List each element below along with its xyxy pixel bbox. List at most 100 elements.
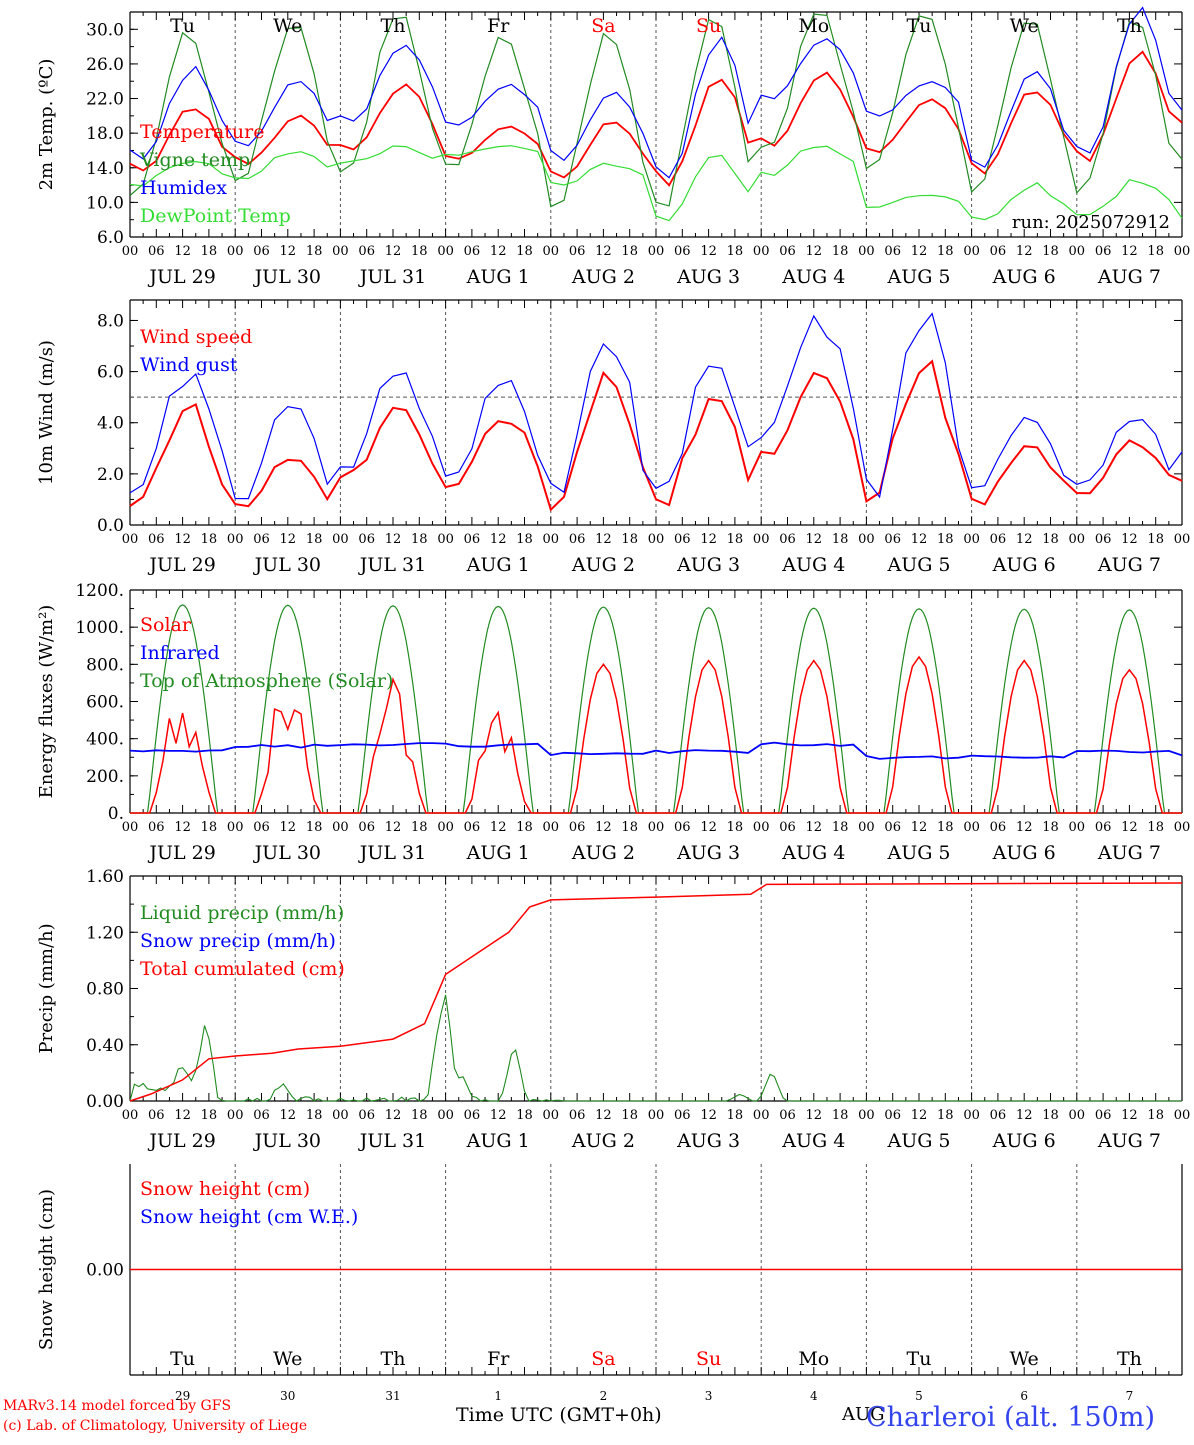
series-line-temperature [129,50,1183,187]
hour-tick-label: 00 [1069,820,1086,835]
hour-tick-label: 18 [1042,820,1059,835]
hour-tick-label: 06 [253,1108,270,1123]
hour-tick-label: 18 [306,820,323,835]
hour-tick-label: 06 [148,532,165,547]
hour-tick-label: 00 [122,820,139,835]
hour-tick-label: 06 [253,532,270,547]
hour-tick-label: 18 [937,820,954,835]
series-line-infrared [129,741,1183,760]
hour-tick-label: 18 [201,244,218,259]
hour-tick-label: 00 [1174,532,1191,547]
date-label: JUL 30 [253,842,321,864]
credit-line-1: MARv3.14 model forced by GFS [3,1398,232,1414]
hour-tick-label: 00 [122,244,139,259]
hour-tick-label: 00 [753,244,770,259]
hour-tick-label: 18 [621,532,638,547]
hour-tick-label: 00 [648,532,665,547]
legend-entry: Humidex [140,177,227,199]
hour-tick-label: 06 [358,1108,375,1123]
hour-tick-label: 12 [700,1108,717,1123]
day-number-label: 1 [494,1389,502,1403]
y-tick-label: 600. [86,693,124,713]
y-tick-label: 6.0 [97,363,124,383]
hour-tick-label: 18 [1042,244,1059,259]
legend-entry: Snow height (cm W.E.) [140,1206,358,1228]
hour-tick-label: 12 [1016,1108,1033,1123]
weekday-label: Tu [170,15,195,37]
weekday-label: Th [1117,1348,1142,1370]
panel-1: 6.0 10.0 14.0 18.0 22.0 26.0 30.0 2m Temp. (ºC)… [36,6,1190,288]
legend-entry: Snow height (cm) [140,1178,310,1200]
date-label: JUL 31 [358,266,426,288]
weekday-label: Mo [798,15,829,37]
hour-tick-label: 18 [621,820,638,835]
hour-tick-label: 06 [674,532,691,547]
hour-tick-label: 18 [937,532,954,547]
date-label: AUG 5 [886,266,950,288]
date-label: JUL 31 [358,1130,426,1152]
date-label: AUG 1 [466,554,530,576]
hour-tick-label: 12 [174,532,191,547]
hour-tick-label: 12 [490,820,507,835]
hour-tick-label: 18 [306,1108,323,1123]
hour-tick-label: 12 [1121,532,1138,547]
weekday-label: Mo [798,1348,829,1370]
panel-5: 0.00 Snow height (cm) Tu 29 We 30 Th 31 Fr 1 Sa 2 Su… [36,1164,1183,1403]
hour-tick-label: 18 [1147,820,1164,835]
y-tick-label: 0.00 [86,1092,124,1112]
date-label: AUG 7 [1097,1130,1161,1152]
hour-tick-label: 06 [148,244,165,259]
legend-entry: Wind speed [140,326,252,348]
hour-tick-label: 06 [253,244,270,259]
hour-tick-label: 00 [1174,1108,1191,1123]
panel-4: 0.00 0.40 0.80 1.20 1.60 Precip (mm/h) 00 06 12 1… [36,867,1190,1152]
hour-tick-label: 18 [411,244,428,259]
hour-tick-label: 18 [411,820,428,835]
legend-entry: Temperature [140,121,264,143]
weekday-label: Fr [487,1348,510,1370]
weekday-label: Sa [591,15,615,37]
hour-tick-label: 06 [884,532,901,547]
series-line-solar [130,655,1182,814]
weekday-label: We [1010,15,1039,37]
legend-entry: Infrared [140,642,220,664]
y-tick-label: 1000. [75,618,124,638]
hour-tick-label: 12 [1016,532,1033,547]
date-label: AUG 2 [571,842,635,864]
date-label: AUG 2 [571,266,635,288]
date-label: AUG 1 [466,1130,530,1152]
weekday-label: Tu [170,1348,195,1370]
hour-tick-label: 12 [280,1108,297,1123]
y-axis-label: Energy fluxes (W/m²) [36,605,57,799]
date-label: AUG 6 [992,266,1056,288]
series-line-vigne-temp [129,13,1183,208]
weekday-label: Tu [907,15,932,37]
hour-tick-label: 18 [832,532,849,547]
hour-tick-label: 00 [648,820,665,835]
hour-tick-label: 00 [753,820,770,835]
weekday-label: Th [381,15,406,37]
hour-tick-label: 06 [1095,1108,1112,1123]
hour-tick-label: 00 [858,244,875,259]
y-tick-label: 1.20 [86,923,124,943]
hour-tick-label: 12 [700,244,717,259]
series-line-dewpoint-temp [129,145,1183,222]
hour-tick-label: 12 [595,1108,612,1123]
hour-tick-label: 18 [727,244,744,259]
hour-tick-label: 18 [516,532,533,547]
hour-tick-label: 12 [911,820,928,835]
y-tick-label: 1200. [75,581,124,601]
hour-tick-label: 06 [884,244,901,259]
hour-tick-label: 00 [332,244,349,259]
hour-tick-label: 18 [516,1108,533,1123]
date-label: JUL 29 [147,266,215,288]
hour-tick-label: 00 [332,820,349,835]
legend-entry: Solar [140,614,192,636]
hour-tick-label: 06 [253,820,270,835]
date-label: JUL 29 [147,1130,215,1152]
hour-tick-label: 00 [858,820,875,835]
weekday-label: Th [1117,15,1142,37]
legend-entry: Vigne temp [139,149,250,171]
date-label: AUG 3 [676,266,740,288]
